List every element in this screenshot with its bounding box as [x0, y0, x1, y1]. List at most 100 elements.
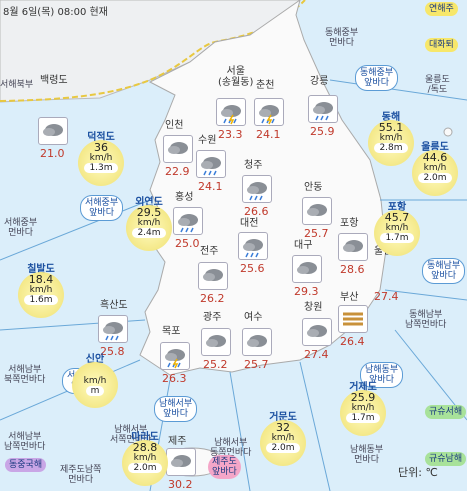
city-temp: 25.7 [244, 358, 269, 371]
wave-height: 1.7m [346, 413, 380, 423]
city-temp: 26.2 [200, 292, 225, 305]
sea-label-line: 서해남부 [8, 365, 42, 375]
wind-speed: 36 [94, 141, 108, 154]
sea-label-line: 먼바다 [354, 455, 379, 465]
city-temp: 21.0 [40, 147, 65, 160]
sea-label-line: 남해서부 [159, 399, 193, 409]
wind-unit: km/h [89, 153, 113, 163]
city-temp: 25.0 [175, 237, 200, 250]
wind-unit: km/h [137, 218, 161, 228]
sea-label-line: 남해동부 [365, 365, 399, 375]
sea-label: 서해남부 남쪽먼바다 [4, 432, 45, 452]
weather-icon [338, 305, 368, 333]
city-name: 대전 [240, 218, 259, 229]
wind-speed: 44.6 [422, 151, 448, 164]
city-name: 포항 [340, 218, 359, 229]
weather-icon [302, 318, 332, 346]
station-name: 울릉도 [421, 142, 449, 153]
wind-unit: km/h [423, 163, 447, 173]
city-temp: 29.3 [294, 285, 319, 298]
wave-height: 1.7m [380, 233, 414, 243]
sea-label-line: /독도 [427, 85, 448, 95]
wind-circle: 36 km/h 1.3m [78, 140, 124, 186]
sea-label-line: 제주도 [212, 457, 237, 467]
wind-unit: km/h [83, 376, 107, 386]
sea-label: 서해남부 북쪽먼바다 [4, 365, 45, 385]
weather-icon [238, 232, 268, 260]
wind-unit: km/h [271, 433, 295, 443]
unit-label: 단위: ℃ [398, 466, 438, 479]
wind-speed: 25.9 [350, 391, 376, 404]
city-name: 수원 [198, 135, 217, 146]
wind-speed: 55.1 [378, 121, 404, 134]
wind-circle: 29.5 km/h 2.4m [126, 205, 172, 251]
city-name: 여수 [244, 312, 263, 323]
city-name: 청주 [244, 160, 263, 171]
sea-label-line: 서해중부 [4, 218, 38, 228]
city-temp: 25.2 [203, 358, 228, 371]
sea-label: 서해북부 [0, 80, 33, 90]
sea-label-line: 앞바다 [89, 208, 114, 218]
station-name: 신안 [85, 354, 105, 365]
weather-icon [292, 255, 322, 283]
sea-label-line: 서해남부 [8, 432, 42, 442]
sea-label: 제주도 앞바다 [208, 455, 241, 479]
wave-height: 2.0m [128, 463, 162, 473]
wind-circle: 44.6 km/h 2.0m [412, 150, 458, 196]
weather-icon [160, 342, 190, 370]
sea-label-line: 먼바다 [329, 38, 354, 48]
sea-label-line: 동해중부 [360, 68, 394, 78]
station-name: 외연도 [135, 197, 163, 208]
city-name: 제주 [168, 436, 187, 447]
station-name: 거문도 [269, 412, 297, 423]
wave-height: 2.8m [374, 143, 408, 153]
weather-icon [254, 98, 284, 126]
wind-unit: km/h [351, 403, 375, 413]
weather-icon [196, 150, 226, 178]
wave-height: 2.0m [418, 173, 452, 183]
sea-label-line: 남쪽먼바다 [4, 442, 46, 452]
city-temp: 27.4 [304, 348, 329, 361]
city-temp: 26.4 [340, 335, 365, 348]
city-name: 목포 [162, 326, 181, 337]
sea-label-line: 연해주 [429, 4, 454, 14]
station-name: 포항 [387, 202, 407, 213]
wind-circle: 45.7 km/h 1.7m [374, 210, 420, 256]
wind-circle: 28.8 km/h 2.0m [122, 440, 168, 486]
weather-icon [98, 315, 128, 343]
sea-label: 남해동부 앞바다 [360, 362, 404, 388]
sea-label-line: 남해서부 [114, 425, 148, 435]
city-name: 전주 [200, 246, 219, 257]
wind-unit: km/h [133, 453, 157, 463]
city-temp: 24.1 [256, 128, 281, 141]
sea-label-line: 대화퇴 [429, 40, 454, 50]
city-name: 대구 [294, 240, 313, 251]
wind-circle: 25.9 km/h 1.7m [340, 390, 386, 436]
wind-speed: 45.7 [384, 211, 410, 224]
sea-label: 남해서부 서쪽먼바다 [110, 425, 151, 445]
wave-height: 1.3m [84, 163, 118, 173]
city-temp: 26.6 [244, 205, 269, 218]
city-name-line: 서울 [226, 66, 245, 77]
weather-icon [216, 98, 246, 126]
sea-label-line: 동해남부 [409, 310, 443, 320]
sea-label-line: 앞바다 [364, 78, 389, 88]
wind-unit: km/h [385, 223, 409, 233]
city-temp: 27.4 [374, 290, 399, 303]
station-name: 거제도 [349, 382, 377, 393]
city-name: 서울 (송월동) [218, 66, 253, 88]
city-temp: 23.3 [218, 128, 243, 141]
weather-icon [302, 197, 332, 225]
station-name: 동해 [381, 112, 401, 123]
city-name: 춘천 [256, 80, 275, 91]
wind-speed: 18.4 [28, 273, 54, 286]
sea-label: 제주도남쪽 먼바다 [60, 465, 101, 485]
sea-label-line: 남해동부 [350, 445, 384, 455]
sea-label-line: 동해중부 [325, 28, 359, 38]
weather-icon [201, 328, 231, 356]
wave-height: 1.6m [24, 295, 58, 305]
sea-label-line: 먼바다 [68, 475, 94, 485]
header: 8월 6일(목) 08:00 현재 [3, 7, 108, 18]
sea-label: 동해남부 남쪽먼바다 [405, 310, 446, 330]
